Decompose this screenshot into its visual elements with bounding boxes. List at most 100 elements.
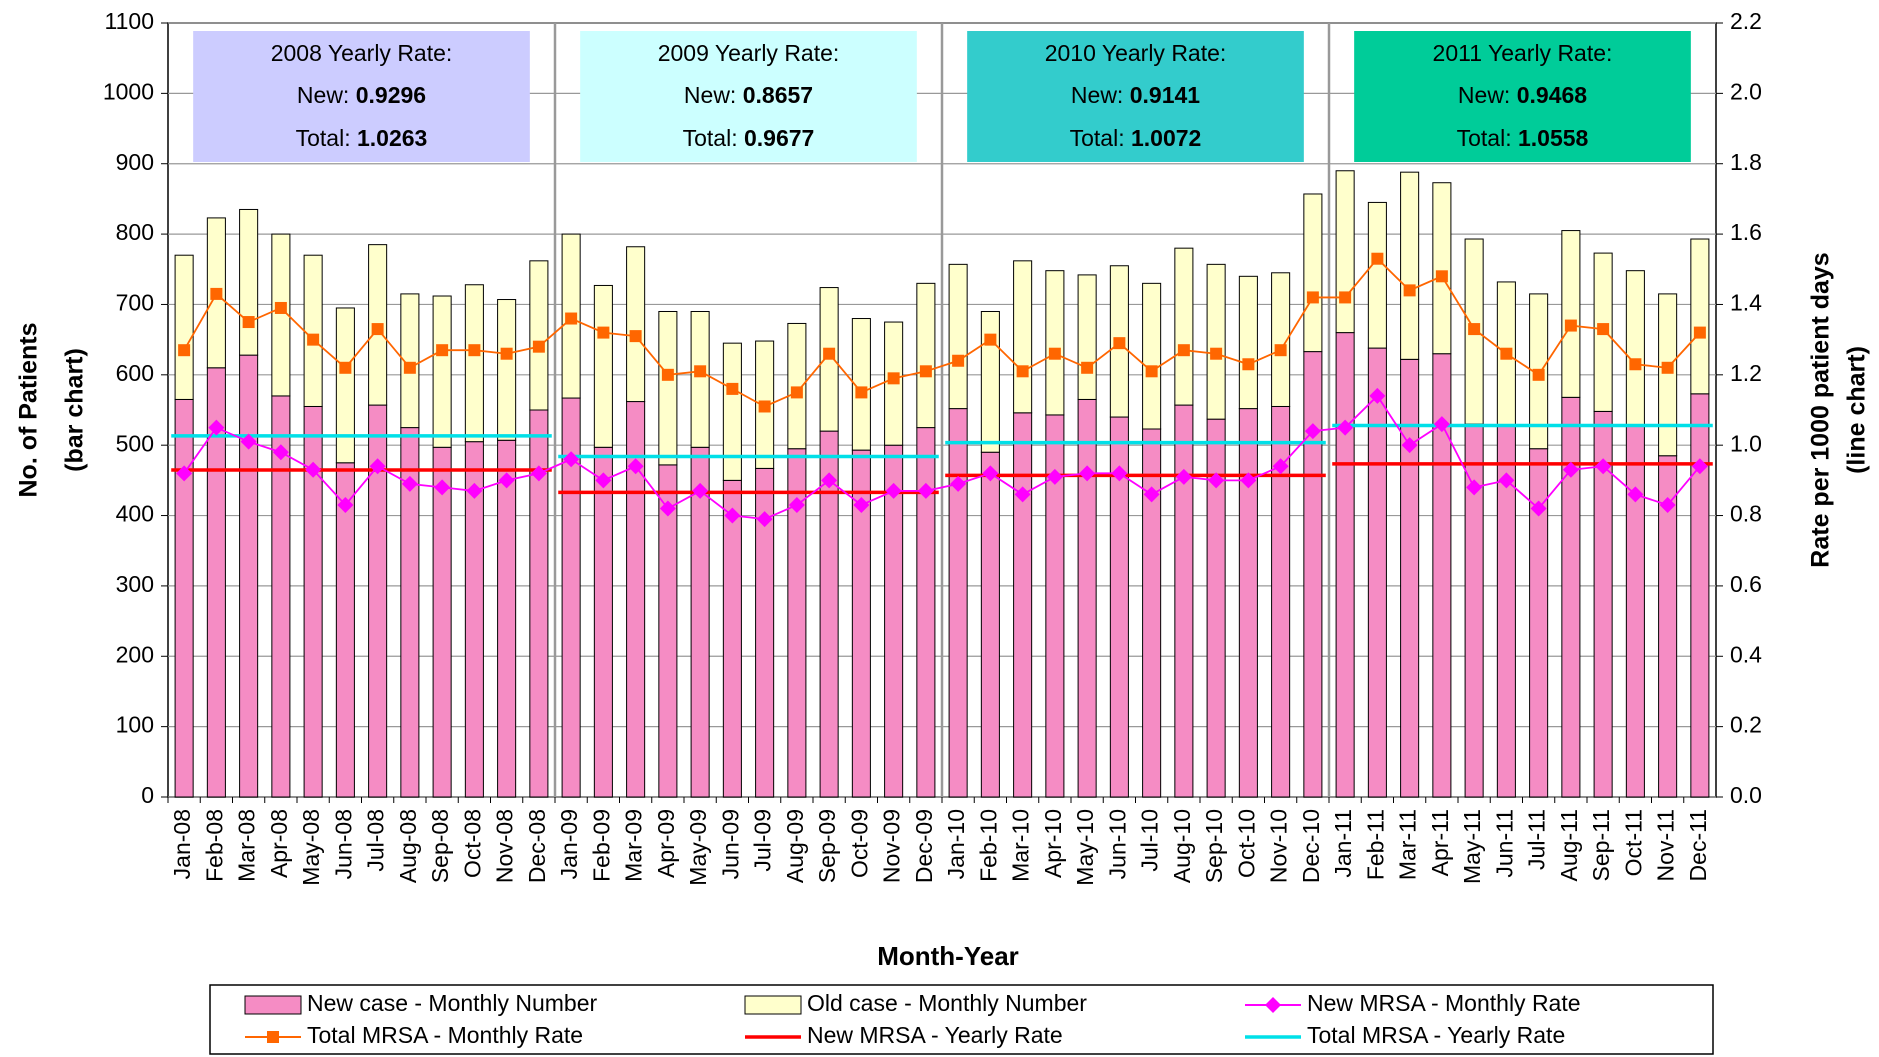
x-tick-label: May-08 [298,809,324,886]
rate-marker [887,372,900,385]
bar [464,284,484,443]
rate-marker [726,382,739,395]
rate-marker [1691,458,1708,475]
bar [1142,428,1162,798]
yearly-value: 0.9468 [1517,82,1588,108]
rate-marker [952,354,965,367]
rate-marker [1530,500,1547,517]
bar [1690,238,1710,395]
yearly-label: New: [1071,82,1123,108]
x-tick-label: Jun-11 [1491,809,1517,878]
x-tick-label: Mar-10 [1008,809,1034,882]
x-tick-label: Jan-09 [556,809,582,879]
bar [239,208,259,356]
x-tick-label: Jan-11 [1330,809,1356,878]
rate-marker [1240,472,1257,489]
rate-marker [1210,347,1223,360]
rate-marker [1466,479,1483,496]
bar [787,322,807,450]
y-axis-title-line: (bar chart) [61,348,89,472]
bar [1367,201,1387,349]
bar [1303,351,1323,798]
x-tick-label: Jun-08 [330,809,356,879]
rate-marker [1079,465,1096,482]
x-tick-label: May-09 [685,809,711,886]
bar [690,310,710,448]
rate-marker [982,465,999,482]
bar [593,446,613,798]
bar [1174,247,1194,406]
bar [1432,182,1452,355]
rate-marker [1337,419,1354,436]
x-tick-label: Mar-09 [621,809,647,882]
y-tick-label: 600 [116,360,154,386]
legend-label: New MRSA - Yearly Rate [807,1022,1063,1048]
rate-marker [1401,437,1418,454]
x-axis-title: Month-Year [877,941,1019,971]
rate-marker [1242,358,1255,371]
yearly-box [580,31,917,162]
rate-marker [1175,468,1192,485]
x-tick-label: Feb-08 [201,809,227,882]
legend-label: New case - Monthly Number [307,990,597,1016]
bar [593,284,613,448]
x-tick-label: Jan-10 [943,809,969,879]
rate-marker [821,472,838,489]
rate-marker [498,472,515,489]
bar [1335,332,1355,798]
yearly-box-line: New: 0.9141 [1071,82,1200,108]
x-tick-label: Oct-10 [1233,809,1259,878]
yearly-box-line: New: 0.9296 [297,82,426,108]
yearly-box [193,31,530,162]
rate-marker [1371,252,1384,265]
rate-marker [1046,468,1063,485]
y2-axis-title: Rate per 1000 patient days (line chart) [1807,252,1871,567]
x-tick-label: Jul-10 [1137,809,1163,872]
bar [497,439,517,798]
x-tick-label: Aug-10 [1169,809,1195,883]
x-tick-label: May-11 [1459,809,1485,884]
legend-marker [1265,997,1281,1013]
rate-marker [305,461,322,478]
y2-tick-label: 2.2 [1730,8,1762,34]
x-tick-label: Oct-11 [1620,809,1646,876]
y2-tick-label: 0.0 [1730,782,1762,808]
rate-marker [692,482,709,499]
x-tick-label: Dec-11 [1685,809,1711,881]
x-tick-label: Apr-11 [1427,809,1453,876]
rate-marker [595,472,612,489]
rate-marker [627,458,644,475]
bar [1400,171,1420,360]
bar [335,307,355,464]
y-tick-label: 1000 [103,78,154,104]
rate-marker [597,326,610,339]
rate-marker [917,482,934,499]
rate-marker [1143,486,1160,503]
rate-marker [208,419,225,436]
rate-marker [1403,284,1416,297]
bar [626,246,646,403]
yearly-label: New: [297,82,349,108]
rate-marker [1208,472,1225,489]
rate-marker [885,482,902,499]
bar [1303,193,1323,353]
y-tick-label: 400 [116,501,154,527]
x-tick-label: Mar-11 [1395,809,1421,880]
yearly-box [967,31,1304,162]
bar [1013,412,1033,798]
bar [174,398,194,798]
rate-marker [532,340,545,353]
yearly-value: 1.0558 [1518,125,1589,151]
x-tick-label: Apr-09 [653,809,679,878]
y2-tick-label: 0.4 [1730,641,1762,667]
yearly-box [1354,31,1691,162]
bar [529,260,549,411]
rate-marker [659,500,676,517]
x-tick-label: Aug-11 [1556,809,1582,881]
x-tick-label: Dec-08 [524,809,550,883]
y2-tick-label: 0.6 [1730,571,1762,597]
rate-marker [307,333,320,346]
bar [1238,275,1258,410]
bar [497,299,517,441]
